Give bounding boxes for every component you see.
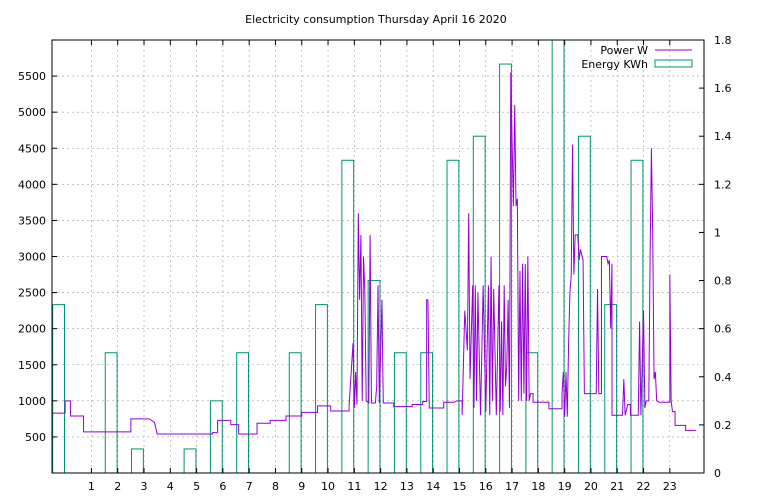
x-ticks: 1 2 3 4 5 6 7 8 9 10 11 12 13 14 15 16 17 18 19 20 21 22 23 [88,40,677,493]
y-left-tick-label: 3000 [18,251,46,264]
y-right-tick-label: 0.8 [714,275,732,288]
energy-bar [604,304,618,474]
energy-bar [630,159,644,474]
x-tick-label: 14 [426,480,440,493]
y-left-tick-label: 4500 [18,142,46,155]
energy-bar [525,352,539,474]
x-tick-label: 23 [663,480,677,493]
y-right-tick-label: 1.4 [714,130,732,143]
x-tick-label: 1 [88,480,95,493]
energy-bar [236,352,250,474]
x-tick-label: 6 [219,480,226,493]
y-left-tick-label: 2500 [18,287,46,300]
y-left-tick-label: 4000 [18,178,46,191]
x-tick-label: 4 [167,480,174,493]
x-tick-label: 20 [584,480,598,493]
legend-swatch-energy [654,59,693,68]
x-tick-label: 22 [637,480,651,493]
energy-bar [393,352,407,474]
x-tick-label: 9 [298,480,305,493]
x-tick-label: 10 [321,480,335,493]
y-right-ticks: 0 0.2 0.4 0.6 0.8 1 1.2 1.4 1.6 1.8 [699,34,732,480]
x-tick-label: 12 [374,480,388,493]
y-left-tick-label: 500 [25,431,46,444]
energy-bar [104,352,118,474]
chart-title: Electricity consumption Thursday April 1… [245,13,507,26]
x-tick-label: 11 [347,480,361,493]
power-line-group [52,72,697,435]
legend: Power W Energy KWh [581,44,693,71]
y-left-tick-label: 5000 [18,106,46,119]
x-tick-label: 8 [272,480,279,493]
energy-bar [577,135,591,474]
y-left-tick-label: 1500 [18,359,46,372]
y-right-tick-label: 0.2 [714,419,732,432]
legend-label-energy: Energy KWh [581,58,648,71]
x-tick-label: 17 [505,480,519,493]
y-right-tick-label: 0.4 [714,371,732,384]
y-left-tick-label: 2000 [18,323,46,336]
x-tick-label: 18 [531,480,545,493]
y-right-tick-label: 1.2 [714,178,732,191]
x-tick-label: 15 [453,480,467,493]
energy-bar [131,448,144,474]
y-right-tick-label: 0 [714,467,721,480]
y-right-tick-label: 1.8 [714,34,732,47]
x-tick-label: 7 [246,480,253,493]
y-right-tick-label: 1.6 [714,82,732,95]
x-tick-label: 21 [610,480,624,493]
energy-bar [52,304,65,474]
y-right-tick-label: 0.6 [714,323,732,336]
y-left-ticks: 500 1000 1500 2000 2500 3000 3500 4000 4500 5000 5… [18,70,57,444]
x-tick-label: 2 [114,480,121,493]
y-left-tick-label: 5500 [18,70,46,83]
x-tick-label: 16 [479,480,493,493]
y-left-tick-label: 1000 [18,395,46,408]
x-tick-label: 5 [193,480,200,493]
x-tick-label: 19 [558,480,572,493]
energy-bar [183,448,197,474]
x-tick-label: 3 [141,480,148,493]
x-tick-label: 13 [400,480,414,493]
energy-bar [288,352,302,474]
power-line [52,72,697,435]
energy-bar [341,159,355,474]
y-right-tick-label: 1 [714,226,721,239]
legend-label-power: Power W [600,44,648,57]
energy-bar [446,159,460,474]
y-left-tick-label: 3500 [18,214,46,227]
energy-bar [315,304,328,474]
